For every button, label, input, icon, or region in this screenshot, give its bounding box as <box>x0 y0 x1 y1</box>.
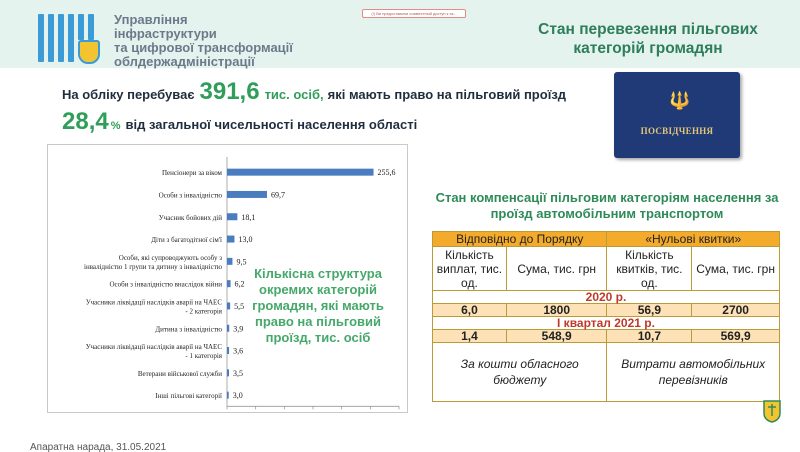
chart-bar <box>227 213 238 221</box>
year-2020: 2020 р. <box>432 290 780 304</box>
category-label: Діти з багатодітної сім'ї <box>151 236 222 244</box>
compensation-table: Відповідно до Порядку «Нульові квитки» К… <box>431 231 780 402</box>
summary-line-1: На обліку перебуває 391,6 тис. осіб, які… <box>62 78 566 108</box>
org-line: інфраструктури <box>114 26 217 41</box>
table-subheader-row: Кількість виплат, тис. од. Сума, тис. гр… <box>432 246 780 291</box>
id-card-image: 🔱 ПОСВІДЧЕННЯ <box>614 72 740 158</box>
header-banner: Управління інфраструктури та цифрової тр… <box>0 0 800 69</box>
quarter-2021: І квартал 2021 р. <box>432 316 780 330</box>
org-line: облдержадміністрації <box>114 54 255 69</box>
summary-percent-unit: % <box>110 120 121 132</box>
summary-suffix: які мають право на пільговий проїзд <box>327 87 567 102</box>
table-cell: 56,9 <box>606 303 693 317</box>
data-label: 5,5 <box>234 302 244 311</box>
category-label: Учасник бойових дій <box>159 214 222 222</box>
category-label: Пенсіонери за віком <box>162 169 223 177</box>
table-footer-row: За кошти обласного бюджету Витрати автом… <box>431 342 780 402</box>
table-row: 6,0 1800 56,9 2700 <box>432 303 780 317</box>
col-tickets-count: Кількість квитків, тис. од. <box>606 246 693 291</box>
summary-total-unit: тис. осіб, <box>264 87 324 102</box>
logo-stripes-icon <box>38 14 100 62</box>
coat-of-arms-icon <box>78 40 100 64</box>
category-label: Ветерани військової служби <box>138 370 222 378</box>
summary-percent-value: 28,4 <box>62 108 109 135</box>
col-payments-count: Кількість виплат, тис. од. <box>432 246 507 291</box>
category-label: Учасники ліквідації наслідків аварії на … <box>86 298 223 315</box>
funding-source-carriers: Витрати автомобільних перевізників <box>606 342 780 402</box>
chart-bar <box>227 257 233 265</box>
chart-bar <box>227 324 230 332</box>
data-label: 3,0 <box>233 391 243 400</box>
col-group-zero-tickets: «Нульові квитки» <box>606 231 780 247</box>
chart-bar <box>227 302 231 310</box>
data-label: 6,2 <box>235 280 245 289</box>
chart-bar <box>227 168 374 176</box>
data-label: 18,1 <box>241 213 255 222</box>
chart-bar <box>227 369 230 377</box>
category-label: Особи з інвалідністю внаслідок війни <box>109 281 222 289</box>
table-cell: 1800 <box>505 303 608 317</box>
screen-share-notice[interactable]: (!) Ви предоставили совместный доступ к … <box>362 9 466 18</box>
col-group-order: Відповідно до Порядку <box>431 231 608 247</box>
data-label: 3,6 <box>233 347 243 356</box>
table-cell: 1,4 <box>432 329 507 343</box>
table-cell: 6,0 <box>432 303 507 317</box>
category-label: Особи з інвалідністю <box>159 191 222 199</box>
funding-source-budget: За кошти обласного бюджету <box>431 342 608 402</box>
data-label: 3,9 <box>233 324 243 333</box>
chart-bar <box>227 235 235 243</box>
table-year-row: 2020 р. <box>432 290 780 304</box>
chart-bar <box>227 391 229 399</box>
coat-of-arms-icon <box>763 400 781 423</box>
table-cell: 569,9 <box>691 329 780 343</box>
chart-caption: Кількісна структура окремих категорій гр… <box>252 266 384 345</box>
compensation-title: Стан компенсації пільговим категоріям на… <box>435 190 779 221</box>
table-cell: 10,7 <box>606 329 693 343</box>
summary-total-value: 391,6 <box>199 78 260 105</box>
data-label: 3,5 <box>233 369 243 378</box>
summary-line-2: 28,4 % від загальної чисельності населен… <box>62 108 417 138</box>
table-row: 1,4 548,9 10,7 569,9 <box>432 329 780 343</box>
category-label: Інші пільгові категорії <box>155 392 222 400</box>
table-year-row: І квартал 2021 р. <box>432 316 780 330</box>
table-cell: 548,9 <box>505 329 608 343</box>
table-header-row: Відповідно до Порядку «Нульові квитки» <box>431 231 780 247</box>
trident-icon: 🔱 <box>669 91 691 110</box>
chart-bar <box>227 347 230 355</box>
col-tickets-sum: Сума, тис. грн <box>691 246 780 291</box>
data-label: 13,0 <box>238 235 252 244</box>
summary-percent-text: від загальної чисельності населення обла… <box>125 117 418 132</box>
category-label: Учасники ліквідації наслідків аварії на … <box>86 343 223 360</box>
col-payments-sum: Сума, тис. грн <box>505 246 608 291</box>
category-chart: 255,6 Пенсіонери за віком 69,7 Особи з інва… <box>47 144 408 413</box>
summary-prefix: На обліку перебуває <box>62 87 195 102</box>
category-label: Особи, які супроводжують особу з інвалідн… <box>84 254 222 271</box>
category-label: Дитина з інвалідністю <box>155 325 222 333</box>
table-cell: 2700 <box>691 303 780 317</box>
organization-name: Управління інфраструктури та цифрової тр… <box>114 13 293 69</box>
id-card-label: ПОСВІДЧЕННЯ <box>640 126 714 136</box>
slide-title: Стан перевезення пільгових категорій гро… <box>538 21 758 57</box>
bar-chart-svg: 255,6 Пенсіонери за віком 69,7 Особи з інва… <box>84 157 400 410</box>
data-label: 9,5 <box>236 257 246 266</box>
data-label: 69,7 <box>271 190 285 199</box>
footer-caption: Апаратна нарада, 31.05.2021 <box>30 442 167 452</box>
data-label: 255,6 <box>378 168 396 177</box>
org-line: Управління <box>114 12 188 27</box>
chart-bar <box>227 280 231 288</box>
org-line: та цифрової трансформації <box>114 40 293 55</box>
chart-bar <box>227 190 267 198</box>
